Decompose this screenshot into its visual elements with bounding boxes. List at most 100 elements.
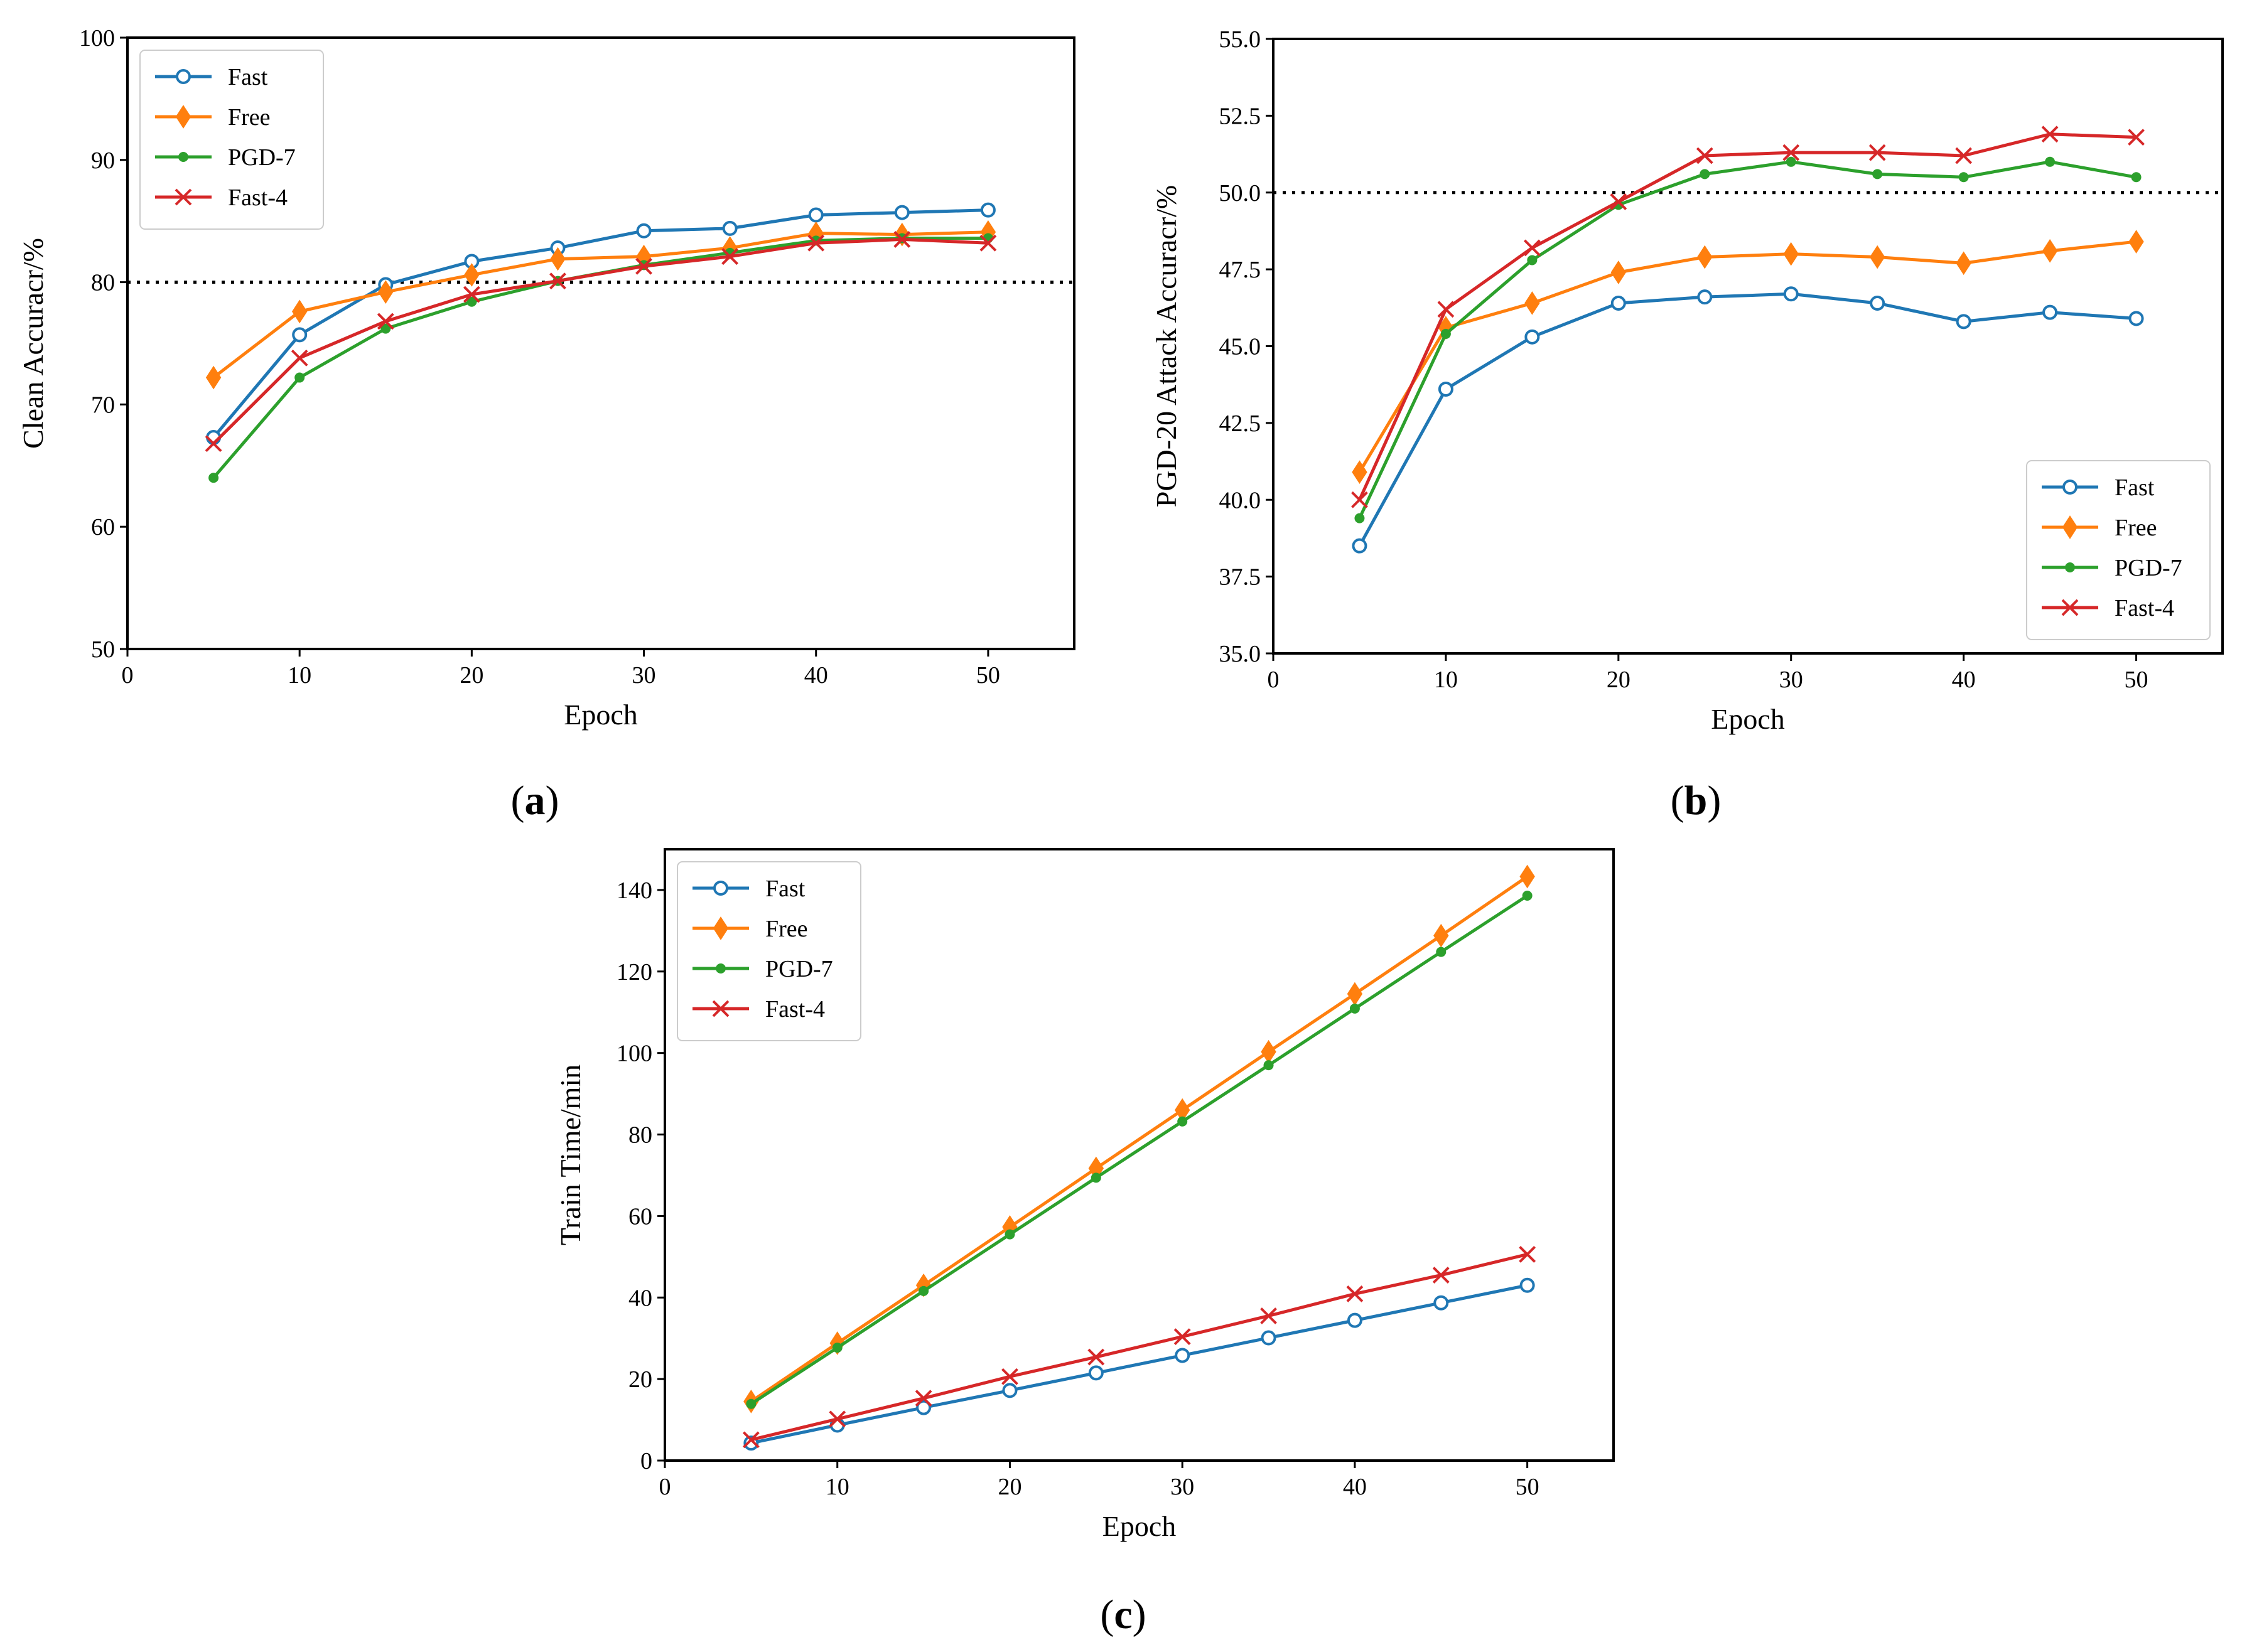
series-fast-4-line: [750, 1253, 1528, 1442]
x-tick-label: 40: [1952, 667, 1976, 693]
series-fast-4-marker: [1437, 301, 1455, 318]
series-free-marker: [464, 263, 480, 287]
series-free-line: [1358, 240, 2137, 473]
series-fast-4-marker: [1087, 1348, 1105, 1366]
legend-fast-marker: [713, 881, 728, 896]
series-fast-line: [750, 1284, 1528, 1445]
series-fast: [743, 1277, 1535, 1451]
legend-fast-label: Fast: [2115, 475, 2155, 501]
series-fast-4-line: [1358, 132, 2137, 501]
legend-pgd-7-marker: [2065, 562, 2075, 572]
series-pgd-7-marker: [1522, 891, 1533, 901]
series-fast-4-marker: [205, 435, 222, 453]
series-fast-4: [1351, 126, 2145, 508]
series-fast-marker: [1002, 1383, 1018, 1398]
x-axis-label: Epoch: [1102, 1510, 1177, 1542]
legend-box: [2026, 460, 2211, 640]
series-fast-4-marker: [2128, 129, 2145, 146]
x-tick-label: 30: [1779, 667, 1803, 693]
series-pgd-7-marker: [2131, 172, 2142, 183]
y-tick-label: 40: [628, 1285, 652, 1311]
y-tick-label: 70: [91, 392, 115, 418]
series-pgd-7-marker: [1958, 172, 1969, 183]
series-fast-marker: [916, 1400, 932, 1415]
y-tick-label: 120: [617, 959, 652, 985]
y-tick-label: 45.0: [1219, 334, 1261, 360]
series-fast-4-marker: [1519, 1246, 1536, 1263]
series-fast-4-line: [212, 237, 989, 445]
legend-box: [139, 50, 324, 230]
y-tick-label: 20: [628, 1366, 652, 1393]
series-fast-4-marker: [1610, 193, 1627, 210]
series-free-marker: [378, 280, 394, 304]
series-pgd-7-marker: [208, 473, 219, 483]
legend-pgd-7-label: PGD-7: [2115, 555, 2182, 581]
y-axis-label: PGD-20 Attack Accuracr/%: [1150, 185, 1182, 508]
panel-label: (c): [1100, 1592, 1146, 1638]
series-pgd-7-line: [1358, 160, 2137, 519]
y-tick-label: 42.5: [1219, 410, 1261, 437]
series-fast-marker: [2128, 311, 2144, 326]
series-pgd-7-marker: [294, 372, 305, 383]
series-fast-4-marker: [721, 248, 739, 266]
chart-panel-b: 0 10 20 30 40 50 35.0 37.5 40.0 42.5 45.0 47.5 50.0 5…: [1150, 26, 2224, 823]
series-fast-4-marker: [1523, 239, 1541, 257]
panel-label-close: ): [546, 778, 559, 823]
legend: Fast Free PGD-7 Fast-4: [2026, 460, 2211, 640]
x-tick-label: 10: [1434, 667, 1458, 693]
panel-label-open: (: [1671, 778, 1684, 823]
y-tick-label: 60: [628, 1203, 652, 1230]
x-axis-label: Epoch: [1711, 703, 1785, 735]
x-tick-label: 0: [122, 662, 134, 689]
series-fast-4-marker: [829, 1410, 846, 1428]
series-pgd-7-marker: [1354, 513, 1365, 523]
series-fast-marker: [636, 223, 652, 239]
series-fast-marker: [1956, 314, 1971, 330]
legend-box: [677, 861, 861, 1041]
legend: Fast Free PGD-7 Fast-4: [677, 861, 861, 1041]
y-tick-label: 37.5: [1219, 564, 1261, 591]
series-pgd-7-marker: [1872, 169, 1883, 180]
panel-label-close: ): [1133, 1592, 1146, 1638]
series-fast-marker: [1783, 286, 1799, 302]
series-pgd-7-marker: [1786, 156, 1796, 167]
legend-fast-4-marker: [712, 1000, 730, 1017]
series-pgd-7: [746, 891, 1533, 1409]
legend-fast-4-label: Fast-4: [765, 996, 825, 1022]
series-free-line: [750, 875, 1529, 1403]
panel-label-close: ): [1707, 778, 1721, 823]
series-free-marker: [1433, 923, 1449, 948]
x-tick-label: 0: [659, 1474, 671, 1500]
legend-free-label: Free: [228, 104, 271, 131]
y-axis-label: Clean Accuracr/%: [17, 238, 49, 449]
legend-free-label: Free: [2115, 515, 2157, 541]
series-pgd-7-marker: [1527, 255, 1538, 266]
panel-label-letter: c: [1114, 1592, 1132, 1638]
series-free-marker: [1519, 864, 1535, 889]
series-pgd-7-marker: [1091, 1172, 1101, 1183]
series-fast-4-marker: [1696, 147, 1713, 164]
series-pgd-7-marker: [919, 1285, 929, 1296]
series-pgd-7-marker: [1700, 169, 1710, 180]
legend-fast-4-marker: [175, 188, 192, 206]
series-fast-marker: [1175, 1348, 1190, 1363]
series-fast-marker: [980, 202, 996, 218]
legend-fast-4-label: Fast-4: [2115, 595, 2174, 621]
series-fast-4-marker: [1782, 144, 1800, 161]
panel-label: (b): [1671, 778, 1722, 823]
series-free-marker: [2042, 239, 2058, 263]
y-tick-label: 80: [91, 270, 115, 296]
series-fast-marker: [1438, 382, 1453, 397]
series-fast-line: [1358, 292, 2137, 547]
series-fast-4-marker: [635, 257, 652, 275]
series-pgd-7-marker: [1436, 947, 1447, 957]
series-free-marker: [2128, 230, 2144, 254]
series-free-marker: [1956, 251, 1971, 276]
series-fast-4-marker: [1001, 1368, 1018, 1385]
series-fast-4-marker: [1173, 1328, 1191, 1346]
series-pgd-7-marker: [832, 1343, 843, 1353]
x-tick-label: 40: [804, 662, 828, 689]
series-fast-4-marker: [979, 234, 997, 252]
legend-free-marker: [2062, 515, 2078, 539]
series-pgd-7-marker: [1005, 1229, 1015, 1240]
